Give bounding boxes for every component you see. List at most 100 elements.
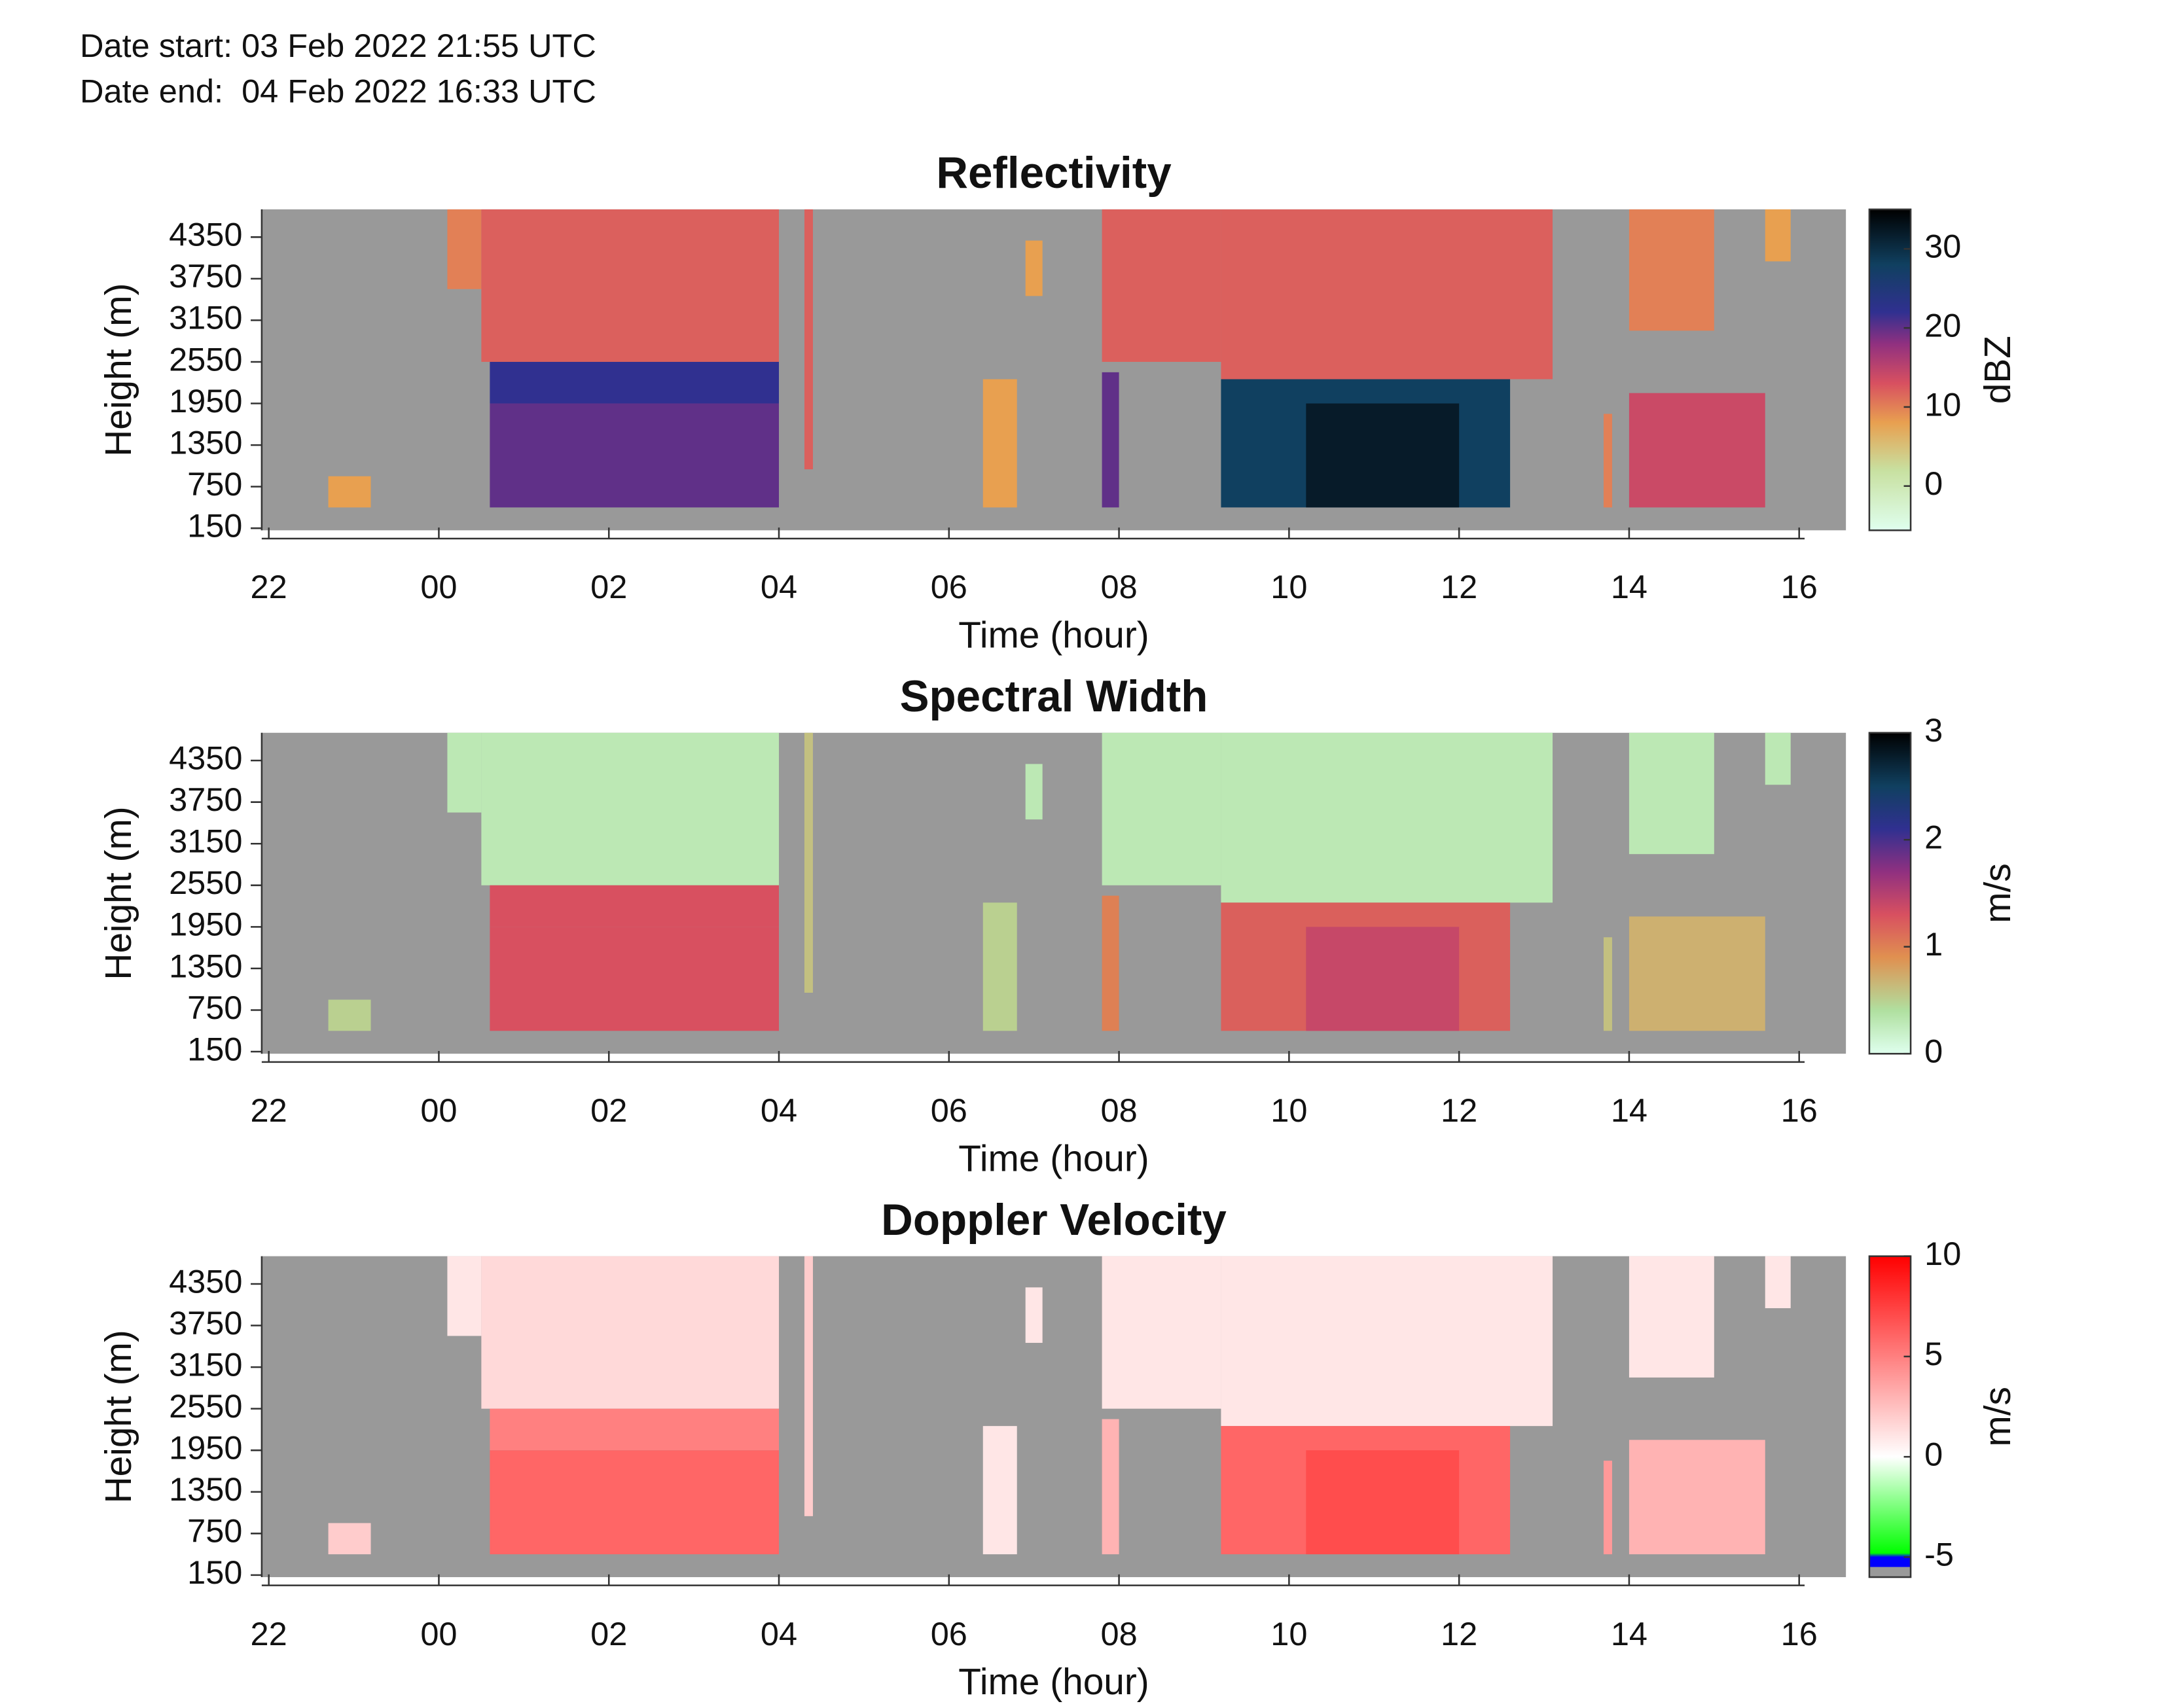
- y-axis-label: Height (m): [98, 1330, 139, 1503]
- y-tick-label: 1350: [169, 947, 242, 984]
- heat-cell: [804, 209, 813, 470]
- heat-cell: [804, 732, 813, 993]
- x-tick-label: 10: [1270, 1092, 1307, 1129]
- colorbar-tick-label: 5: [1924, 1335, 1943, 1372]
- y-tick-label: 2550: [169, 340, 242, 378]
- heat-cell: [1025, 764, 1043, 820]
- x-tick-label: 14: [1611, 1615, 1647, 1652]
- heat-cell: [447, 209, 482, 289]
- x-tick-label: 04: [761, 1615, 797, 1652]
- colorbar-tick-label: 10: [1924, 1235, 1961, 1272]
- y-tick-label: 1350: [169, 1470, 242, 1508]
- heat-cell: [1765, 209, 1791, 262]
- heat-cell: [481, 732, 780, 885]
- y-tick-label: 4350: [169, 739, 242, 776]
- heat-cell: [1765, 732, 1791, 785]
- x-tick-label: 10: [1270, 568, 1307, 605]
- x-tick-label: 22: [251, 1615, 287, 1652]
- heat-cell: [1603, 937, 1612, 1031]
- colorbar-tick-label: 0: [1924, 1033, 1943, 1070]
- x-tick-label: 00: [420, 1615, 457, 1652]
- x-tick-label: 22: [251, 1092, 287, 1129]
- x-tick-label: 06: [931, 1092, 967, 1129]
- y-tick-label: 1950: [169, 382, 242, 419]
- heat-cell: [982, 902, 1017, 1031]
- heat-cell: [490, 927, 780, 1031]
- y-tick-label: 1350: [169, 423, 242, 461]
- heat-cell: [328, 1523, 371, 1555]
- x-tick-label: 00: [420, 568, 457, 605]
- colorbar-tick-label: 20: [1924, 306, 1961, 344]
- y-tick-label: 750: [187, 465, 242, 503]
- x-tick-label: 08: [1100, 568, 1137, 605]
- x-tick-label: 16: [1781, 1092, 1818, 1129]
- x-tick-label: 22: [251, 568, 287, 605]
- heat-cell: [490, 403, 780, 508]
- colorbar-tick-label: 0: [1924, 465, 1943, 502]
- y-axis-label: Height (m): [98, 283, 139, 457]
- heat-cell: [1102, 1256, 1221, 1409]
- y-tick-label: 3150: [169, 1345, 242, 1383]
- heat-cell: [1102, 372, 1119, 508]
- heat-cell: [328, 476, 371, 508]
- heat-cell: [1603, 414, 1612, 508]
- x-tick-label: 08: [1100, 1615, 1137, 1652]
- y-tick-label: 3750: [169, 781, 242, 818]
- heat-cell: [447, 732, 482, 813]
- colorbar-label: m/s: [1977, 863, 2019, 923]
- heat-cell: [1629, 393, 1765, 508]
- y-tick-label: 750: [187, 1512, 242, 1550]
- y-tick-label: 1950: [169, 1429, 242, 1467]
- colorbar-tick-label: 0: [1924, 1435, 1943, 1472]
- heat-cell: [1025, 240, 1043, 296]
- y-tick-label: 3750: [169, 257, 242, 294]
- x-axis-label: Time (hour): [958, 1662, 1149, 1703]
- heat-cell: [1629, 732, 1714, 855]
- heat-cell: [447, 1256, 482, 1336]
- colorbar-tick-label: -5: [1924, 1536, 1954, 1573]
- heat-cell: [1102, 1419, 1119, 1555]
- heat-cell: [1629, 209, 1714, 331]
- colorbar-tick-label: 2: [1924, 819, 1943, 856]
- y-axis-label: Height (m): [98, 806, 139, 980]
- heat-cell: [1221, 1256, 1553, 1427]
- heat-cell: [1306, 1450, 1460, 1555]
- heat-cell: [1025, 1287, 1043, 1343]
- colorbar-tick-label: 3: [1924, 711, 1943, 749]
- colorbar-tick-label: 10: [1924, 385, 1961, 423]
- x-tick-label: 02: [590, 1092, 627, 1129]
- y-tick-label: 2550: [169, 864, 242, 901]
- x-tick-label: 00: [420, 1092, 457, 1129]
- x-tick-label: 14: [1611, 568, 1647, 605]
- x-tick-label: 04: [761, 1092, 797, 1129]
- x-tick-label: 06: [931, 568, 967, 605]
- heat-cell: [1221, 732, 1553, 903]
- x-tick-label: 02: [590, 568, 627, 605]
- y-tick-label: 150: [187, 1030, 242, 1067]
- y-tick-label: 150: [187, 1554, 242, 1591]
- panel-title: Doppler Velocity: [881, 1196, 1227, 1245]
- heat-cell: [481, 1256, 780, 1409]
- x-tick-label: 06: [931, 1615, 967, 1652]
- heat-cell: [1629, 916, 1765, 1031]
- heat-cell: [328, 999, 371, 1031]
- heat-cell: [1102, 732, 1221, 885]
- x-axis-label: Time (hour): [958, 1138, 1149, 1179]
- heat-cell: [1221, 209, 1553, 380]
- heat-cell: [490, 361, 780, 404]
- heat-cell: [1306, 403, 1460, 508]
- x-tick-label: 14: [1611, 1092, 1647, 1129]
- heat-cell: [490, 885, 780, 927]
- y-tick-label: 1950: [169, 906, 242, 943]
- x-tick-label: 16: [1781, 1615, 1818, 1652]
- x-tick-label: 02: [590, 1615, 627, 1652]
- y-tick-label: 4350: [169, 216, 242, 253]
- heat-cell: [982, 379, 1017, 508]
- y-tick-label: 4350: [169, 1262, 242, 1300]
- heat-cell: [1102, 895, 1119, 1031]
- panel-title: Spectral Width: [900, 672, 1208, 721]
- colorbar: [1868, 1255, 1912, 1578]
- y-tick-label: 3150: [169, 823, 242, 860]
